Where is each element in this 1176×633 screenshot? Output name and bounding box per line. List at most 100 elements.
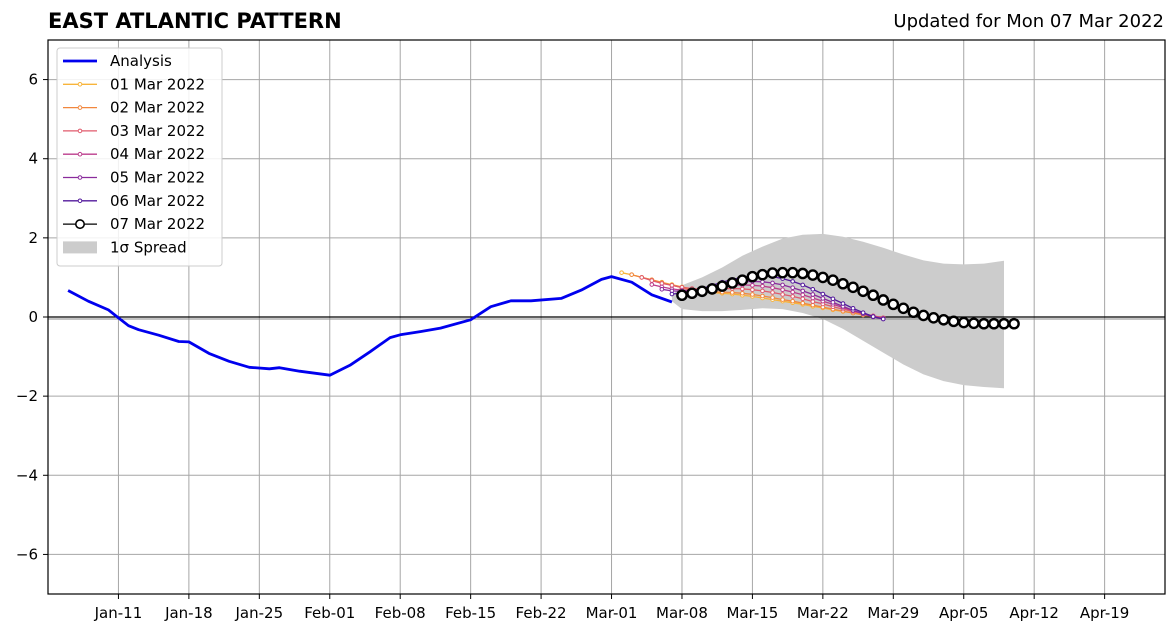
x-tick-label: Mar-29 — [867, 604, 919, 622]
forecast-point — [867, 289, 879, 302]
y-tick-label: 4 — [28, 150, 38, 168]
forecast-point — [800, 282, 806, 288]
forecast-point — [736, 274, 749, 286]
legend-marker — [77, 82, 83, 87]
legend-entry: 04 Mar 2022 — [63, 145, 205, 163]
x-tick-label: Feb-22 — [516, 604, 567, 622]
forecast-point — [810, 299, 816, 304]
legend-entry: 01 Mar 2022 — [63, 75, 205, 93]
legend-label: 06 Mar 2022 — [110, 192, 205, 210]
forecast-point — [790, 294, 795, 299]
forecast-point — [750, 292, 755, 297]
zero-line — [48, 316, 1165, 320]
forecast-point — [880, 316, 886, 322]
forecast-point — [649, 278, 655, 283]
forecast-point — [800, 300, 806, 306]
analysis-series — [67, 275, 673, 377]
forecast-point — [790, 285, 795, 291]
forecast-point — [800, 288, 806, 294]
forecast-point — [927, 311, 940, 324]
forecast-point — [850, 305, 856, 311]
forecast-point — [837, 277, 849, 290]
forecast-point — [740, 286, 745, 292]
x-tick-label: Mar-08 — [656, 604, 708, 622]
forecast-point — [676, 289, 688, 302]
x-tick-label: Feb-01 — [304, 604, 355, 622]
forecast-point — [820, 296, 826, 301]
forecast-series — [619, 266, 1020, 330]
forecast-point — [780, 292, 785, 297]
forecast-point — [639, 275, 645, 280]
forecast-point — [619, 270, 624, 275]
y-tick-label: 2 — [28, 229, 38, 247]
legend-entry: 1σ Spread — [63, 238, 187, 256]
x-tick-label: Jan-25 — [235, 604, 284, 622]
forecast-point — [696, 285, 708, 298]
forecast-point — [659, 287, 665, 292]
x-tick-label: Apr-05 — [939, 604, 989, 622]
legend-entry: 05 Mar 2022 — [63, 169, 205, 187]
legend-marker — [77, 151, 83, 157]
legend-label: 07 Mar 2022 — [110, 215, 205, 233]
forecast-point — [716, 280, 729, 292]
forecast-point — [830, 296, 836, 302]
forecast-point — [897, 302, 910, 315]
legend-label: 02 Mar 2022 — [110, 99, 205, 117]
chart-title: EAST ATLANTIC PATTERN — [48, 9, 342, 33]
forecast-point — [780, 282, 785, 288]
legend-marker — [77, 198, 83, 204]
forecast-point — [780, 297, 785, 302]
forecast-point — [760, 293, 765, 299]
forecast-07-mar-2022 — [676, 266, 1020, 330]
x-tick-label: Apr-19 — [1080, 604, 1130, 622]
forecast-point — [659, 281, 665, 286]
forecast-point — [770, 295, 775, 300]
legend-entry: 03 Mar 2022 — [63, 122, 205, 140]
legend-entry: 07 Mar 2022 — [63, 215, 205, 233]
forecast-point — [957, 316, 970, 329]
forecast-point — [988, 317, 1000, 330]
forecast-point — [750, 283, 755, 288]
x-tick-label: Feb-15 — [445, 604, 496, 622]
forecast-point — [810, 287, 816, 292]
legend-marker — [77, 128, 83, 134]
legend-box — [56, 47, 223, 267]
forecast-point — [968, 317, 980, 330]
forecast-point — [760, 288, 765, 294]
forecast-point — [706, 283, 718, 295]
forecast-point — [847, 281, 859, 294]
forecast-point — [629, 272, 634, 277]
legend-label: 04 Mar 2022 — [110, 145, 205, 163]
x-tick-label: Apr-12 — [1009, 604, 1059, 622]
forecast-point — [800, 292, 806, 298]
forecast-point — [796, 267, 809, 280]
forecast-point — [669, 283, 675, 288]
legend-entry: 06 Mar 2022 — [63, 192, 205, 210]
x-tick-label: Jan-18 — [164, 604, 213, 622]
x-tick-label: Jan-11 — [94, 604, 143, 622]
legend-label: 1σ Spread — [110, 238, 187, 256]
legend-label: Analysis — [110, 52, 172, 70]
forecast-point — [810, 302, 816, 308]
x-tick-label: Mar-01 — [586, 604, 638, 622]
forecast-point — [1008, 317, 1020, 330]
forecast-point — [887, 298, 900, 311]
legend-swatch — [63, 241, 97, 254]
forecast-point — [877, 294, 890, 306]
forecast-point — [740, 290, 745, 296]
legend-label: 01 Mar 2022 — [110, 75, 205, 93]
y-tick-label: 0 — [28, 308, 38, 326]
forecast-point — [790, 298, 795, 304]
chart-subtitle: Updated for Mon 07 Mar 2022 — [893, 11, 1164, 32]
forecast-point — [907, 306, 920, 319]
forecast-point — [817, 271, 829, 284]
forecast-point — [790, 289, 795, 295]
forecast-point — [770, 290, 775, 295]
legend-entry: 02 Mar 2022 — [63, 99, 205, 117]
forecast-point — [830, 300, 836, 305]
y-tick-label: 6 — [28, 71, 38, 89]
legend-marker — [75, 219, 86, 230]
legend-label: 03 Mar 2022 — [110, 122, 205, 140]
forecast-point — [780, 287, 785, 292]
forecast-point — [760, 279, 765, 285]
